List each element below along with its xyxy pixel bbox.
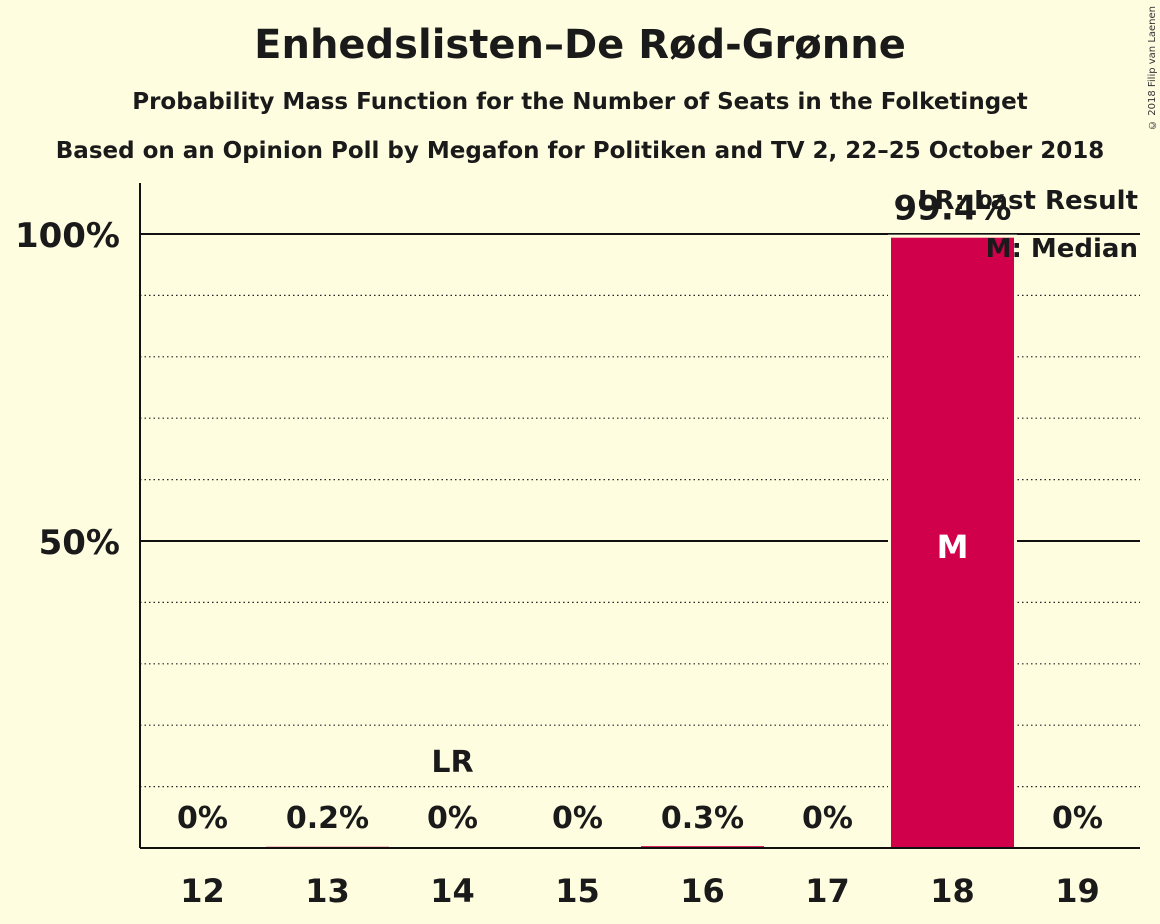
y-tick-label: 50%	[39, 523, 120, 563]
value-label-17: 0%	[802, 801, 853, 836]
value-label-12: 0%	[177, 801, 228, 836]
x-tick-label-15: 15	[555, 872, 600, 910]
x-tick-label-13: 13	[305, 872, 350, 910]
legend-item: M: Median	[986, 234, 1138, 264]
chart-subtitle: Probability Mass Function for the Number…	[132, 89, 1028, 115]
x-tick-label-17: 17	[805, 872, 850, 910]
value-label-14: 0%	[427, 801, 478, 836]
value-label-18: 99.4%	[894, 189, 1012, 229]
value-label-13: 0.2%	[286, 801, 369, 836]
value-label-19: 0%	[1052, 801, 1103, 836]
x-tick-label-18: 18	[930, 872, 975, 910]
chart-subtitle-source: Based on an Opinion Poll by Megafon for …	[55, 138, 1105, 164]
chart-title: Enhedslisten–De Rød-Grønne	[254, 22, 906, 68]
y-tick-label: 100%	[15, 216, 120, 256]
legend-item: LR: Last Result	[918, 186, 1138, 216]
x-tick-label-19: 19	[1055, 872, 1100, 910]
median-marker: M	[937, 528, 969, 566]
last-result-marker: LR	[431, 745, 473, 780]
value-label-16: 0.3%	[661, 801, 744, 836]
x-tick-label-12: 12	[180, 872, 225, 910]
value-label-15: 0%	[552, 801, 603, 836]
x-tick-label-14: 14	[430, 872, 475, 910]
axes: 50% 100% 12 13 14 15 16 17 18 19	[15, 183, 1140, 910]
x-tick-label-16: 16	[680, 872, 725, 910]
value-labels: 0% 0.2% 0% 0% 0.3% 0% 99.4% 0% M LR LR: Last Resul…	[177, 186, 1138, 836]
bar-18	[891, 237, 1014, 848]
bars	[266, 234, 1017, 848]
